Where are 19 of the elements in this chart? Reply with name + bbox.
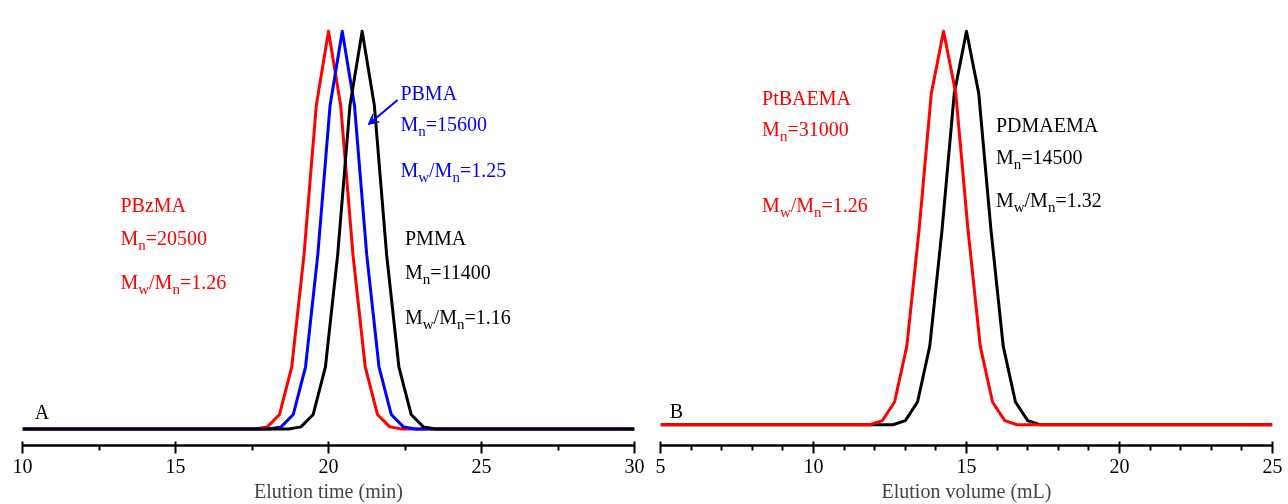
- text: PBzMA: [120, 194, 187, 217]
- x-axis-title: Elution volume (mL): [881, 479, 1052, 503]
- text: PtBAEMA: [762, 86, 852, 109]
- x-tick-label: 15: [956, 454, 977, 477]
- x-tick-label: 20: [318, 454, 339, 477]
- x-tick-label: 25: [1262, 454, 1283, 477]
- series-label: PDMAEMA: [995, 114, 1099, 137]
- x-tick-label: 25: [471, 454, 492, 477]
- series-label: PMMA: [405, 227, 467, 250]
- x-tick-label: 20: [1109, 454, 1130, 477]
- x-tick-label: 30: [624, 454, 645, 477]
- x-tick-label: 5: [655, 454, 666, 477]
- x-tick-label: 10: [803, 454, 824, 477]
- annotation: B: [669, 399, 684, 422]
- annotation: A: [34, 401, 50, 424]
- x-tick-label: 15: [165, 454, 186, 477]
- x-axis-title: Elution time (min): [254, 479, 403, 503]
- text: PBMA: [400, 82, 458, 105]
- x-tick-label: 10: [12, 454, 33, 477]
